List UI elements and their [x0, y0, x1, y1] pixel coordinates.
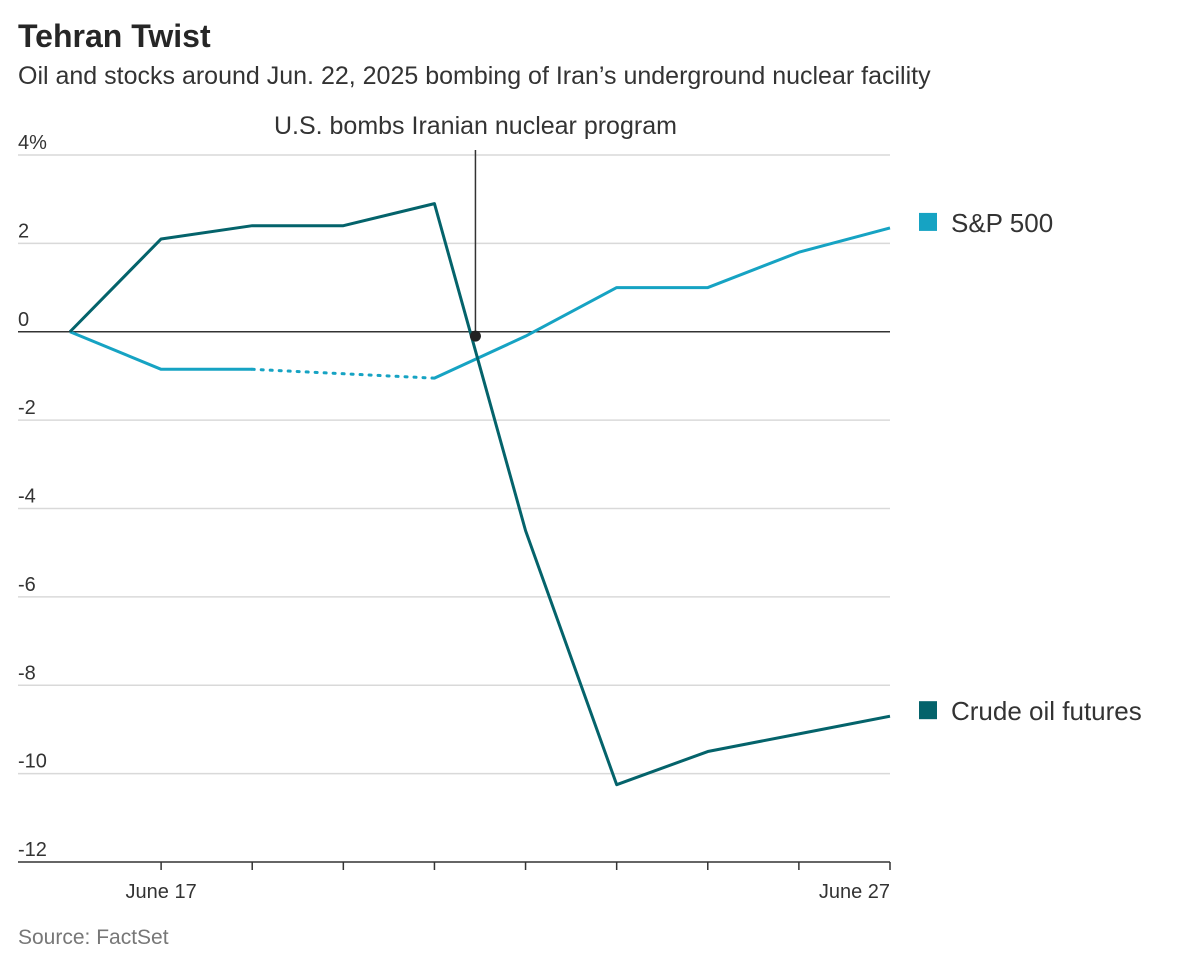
- x-tick-label: June 17: [126, 881, 197, 903]
- annotations: U.S. bombs Iranian nuclear program: [274, 112, 677, 342]
- series-line-sp500-gap: [250, 367, 436, 380]
- series-lines: [68, 202, 891, 787]
- event-annotation: U.S. bombs Iranian nuclear program: [274, 112, 677, 140]
- event-marker: [469, 330, 481, 342]
- y-tick-label: 2: [18, 220, 29, 242]
- series-line-crude-oil: [68, 202, 891, 787]
- chart-subtitle: Oil and stocks around Jun. 22, 2025 bomb…: [18, 62, 931, 90]
- y-tick-label: -4: [18, 486, 36, 508]
- chart-title: Tehran Twist: [18, 18, 211, 54]
- series-line-sp500-part-1: [433, 226, 891, 380]
- y-tick-label: -10: [18, 751, 47, 773]
- y-tick-label: -6: [18, 574, 36, 596]
- legend: S&P 500 Crude oil futures: [919, 208, 1142, 726]
- series-line-sp500-part-0: [69, 330, 253, 371]
- legend-swatch: [919, 701, 937, 720]
- legend-swatch: [919, 212, 937, 231]
- y-tick-label: -2: [18, 397, 36, 419]
- legend-label: Crude oil futures: [951, 696, 1142, 726]
- y-tick-label: -8: [18, 662, 36, 684]
- axes: 4% 2 0 -2 -4 -6 -8 -10 -12 June 17 June 27: [18, 132, 891, 903]
- x-tick-label: June 27: [819, 881, 890, 903]
- source-note: Source: FactSet: [18, 926, 169, 949]
- y-tick-label: 4%: [18, 132, 47, 154]
- legend-label: S&P 500: [951, 208, 1053, 238]
- y-tick-label: 0: [18, 309, 29, 331]
- y-tick-label: -12: [18, 839, 47, 861]
- grid-lines: [18, 154, 890, 775]
